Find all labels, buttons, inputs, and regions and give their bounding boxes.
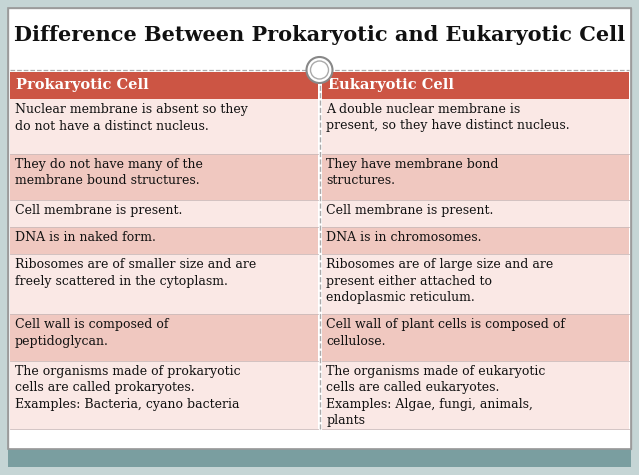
Text: Difference Between Prokaryotic and Eukaryotic Cell: Difference Between Prokaryotic and Eukar… [14,25,625,45]
FancyBboxPatch shape [8,449,631,467]
FancyBboxPatch shape [321,361,629,429]
Text: Ribosomes are of smaller size and are
freely scattered in the cytoplasm.: Ribosomes are of smaller size and are fr… [15,258,256,288]
FancyBboxPatch shape [10,99,318,153]
FancyBboxPatch shape [10,314,318,361]
Text: Prokaryotic Cell: Prokaryotic Cell [16,78,149,93]
Text: A double nuclear membrane is
present, so they have distinct nucleus.: A double nuclear membrane is present, so… [327,103,570,133]
FancyBboxPatch shape [321,314,629,361]
Text: DNA is in naked form.: DNA is in naked form. [15,231,156,244]
Text: Nuclear membrane is absent so they
do not have a distinct nucleus.: Nuclear membrane is absent so they do no… [15,103,248,133]
Text: They do not have many of the
membrane bound structures.: They do not have many of the membrane bo… [15,158,203,187]
FancyBboxPatch shape [10,72,318,99]
Circle shape [307,57,332,83]
FancyBboxPatch shape [321,227,629,255]
FancyBboxPatch shape [10,153,318,200]
Text: Cell wall of plant cells is composed of
cellulose.: Cell wall of plant cells is composed of … [327,318,566,348]
FancyBboxPatch shape [321,153,629,200]
Text: Ribosomes are of large size and are
present either attached to
endoplasmic retic: Ribosomes are of large size and are pres… [327,258,554,304]
FancyBboxPatch shape [10,255,318,314]
Text: Cell membrane is present.: Cell membrane is present. [15,204,182,217]
Text: Cell wall is composed of
peptidoglycan.: Cell wall is composed of peptidoglycan. [15,318,169,348]
Text: The organisms made of eukaryotic
cells are called eukaryotes.
Examples: Algae, f: The organisms made of eukaryotic cells a… [327,365,546,428]
FancyBboxPatch shape [321,99,629,153]
Text: They have membrane bond
structures.: They have membrane bond structures. [327,158,499,187]
FancyBboxPatch shape [8,8,631,449]
FancyBboxPatch shape [321,255,629,314]
FancyBboxPatch shape [321,200,629,227]
FancyBboxPatch shape [321,72,629,99]
FancyBboxPatch shape [10,361,318,429]
FancyBboxPatch shape [10,200,318,227]
FancyBboxPatch shape [10,227,318,255]
Text: Eukaryotic Cell: Eukaryotic Cell [328,78,454,93]
Text: The organisms made of prokaryotic
cells are called prokaryotes.
Examples: Bacter: The organisms made of prokaryotic cells … [15,365,241,411]
Circle shape [311,61,328,79]
Text: DNA is in chromosomes.: DNA is in chromosomes. [327,231,482,244]
Text: Cell membrane is present.: Cell membrane is present. [327,204,494,217]
